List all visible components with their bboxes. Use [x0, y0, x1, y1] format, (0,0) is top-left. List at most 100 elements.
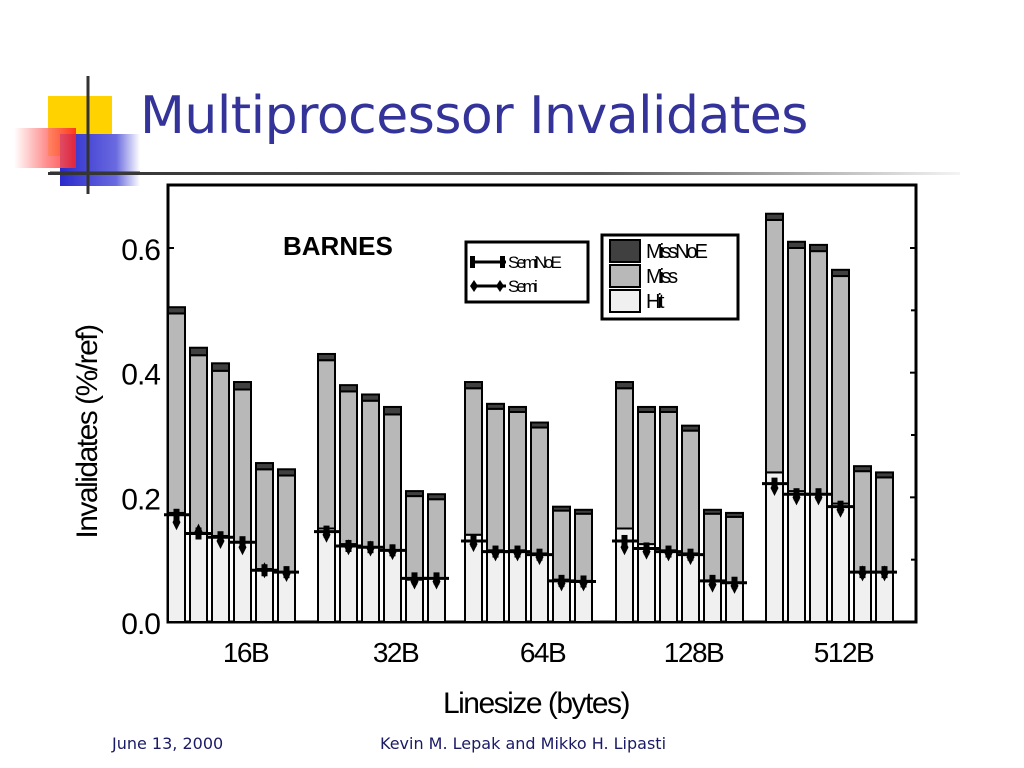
footer-date: June 13, 2000 — [112, 734, 224, 753]
marker-legend-cap-seminoe — [470, 256, 475, 268]
marker-legend-label-semi: Semi — [508, 277, 537, 296]
marker-semi — [686, 549, 695, 566]
y-tick-label: 0.0 — [121, 608, 160, 641]
marker-semi — [469, 536, 478, 553]
title-rule — [48, 172, 960, 175]
bar-hit — [831, 502, 850, 624]
bar-miss-noe — [809, 243, 828, 253]
bar-hit — [809, 493, 828, 624]
marker-semi — [322, 526, 331, 543]
bar-miss — [383, 413, 402, 552]
marker-legend-diamond-semi-2 — [496, 280, 504, 292]
bar-miss-noe — [787, 240, 806, 249]
bar-miss — [211, 369, 230, 537]
marker-semi — [664, 545, 673, 562]
bar-miss-noe — [853, 465, 872, 473]
x-tick-label: 32B — [373, 637, 419, 668]
bar-miss — [167, 312, 186, 514]
y-tick-label: 0.6 — [121, 234, 160, 267]
bar-miss — [875, 476, 894, 574]
marker-semi — [792, 489, 801, 506]
bar-miss — [615, 387, 634, 530]
bar-miss — [255, 468, 274, 571]
slide-title: Multiprocessor Invalidates — [140, 86, 808, 146]
x-tick-label: 512B — [814, 637, 874, 668]
bar-miss — [508, 410, 527, 552]
bar-miss-noe — [339, 384, 358, 393]
stack-legend-swatch — [609, 264, 641, 288]
bar-miss-noe — [405, 490, 424, 498]
bar-miss-noe — [167, 306, 186, 315]
y-tick-label: 0.2 — [121, 483, 160, 516]
y-tick-label: 0.4 — [121, 359, 160, 392]
bar-miss — [809, 250, 828, 496]
footer-authors: Kevin M. Lepak and Mikko H. Lipasti — [380, 734, 667, 753]
bar-miss — [552, 509, 571, 581]
bar-miss — [233, 388, 252, 544]
bar-miss-noe — [427, 493, 446, 501]
marker-semi — [282, 566, 291, 583]
marker-semi — [535, 549, 544, 566]
marker-semi — [557, 575, 566, 592]
marker-semi — [238, 539, 247, 556]
marker-legend-cap-seminoe-2 — [500, 256, 505, 268]
bar-miss — [530, 426, 549, 555]
bar-miss-noe — [725, 511, 744, 518]
marker-semi — [880, 565, 889, 582]
bar-miss-noe — [831, 268, 850, 278]
bar-miss-noe — [659, 405, 678, 413]
marker-semi — [708, 576, 717, 593]
bar-miss-noe — [486, 402, 505, 410]
marker-semi — [432, 573, 441, 590]
bar-miss — [831, 275, 850, 505]
bar-miss — [659, 410, 678, 552]
bar-hit — [787, 490, 806, 623]
marker-semi — [513, 545, 522, 562]
bar-miss — [486, 407, 505, 552]
bar-miss-noe — [615, 381, 634, 390]
bar-miss — [703, 512, 722, 583]
marker-semi — [642, 543, 651, 560]
marker-semi — [858, 565, 867, 582]
bar-miss — [361, 399, 380, 549]
bar-miss — [853, 470, 872, 574]
marker-semi — [836, 501, 845, 518]
marker-semi — [410, 573, 419, 590]
bar-miss-noe — [530, 421, 549, 429]
marker-semi — [344, 539, 353, 556]
marker-semi — [172, 514, 181, 531]
bar-miss — [317, 359, 336, 530]
bar-hit — [383, 549, 402, 623]
bar-miss-noe — [464, 381, 483, 390]
marker-semi — [770, 479, 779, 496]
bar-miss — [681, 429, 700, 555]
marker-legend-box — [464, 240, 590, 304]
stack-legend-label: MissNoE — [646, 241, 708, 263]
x-tick-label: 16B — [223, 637, 269, 668]
bar-miss-noe — [255, 462, 274, 471]
bar-miss-noe — [574, 508, 593, 515]
bar-miss-noe — [703, 508, 722, 515]
chart-annotation: BARNES — [283, 231, 393, 261]
bar-miss — [277, 474, 296, 574]
bar-miss-noe — [765, 212, 784, 221]
x-tick-label: 64B — [520, 637, 566, 668]
bar-miss — [427, 498, 446, 580]
stack-legend-label: Miss — [646, 266, 678, 288]
marker-semi — [814, 489, 823, 506]
marker-legend-label-seminoe: SemiNoE — [508, 253, 561, 272]
stack-legend-swatch — [609, 289, 641, 313]
bar-miss-noe — [681, 424, 700, 432]
bar-miss — [725, 515, 744, 584]
bar-miss-noe — [508, 405, 527, 413]
bar-miss — [339, 390, 358, 546]
bar-miss — [189, 354, 208, 534]
bar-miss — [405, 495, 424, 581]
bar-miss-noe — [637, 405, 656, 413]
marker-semi — [730, 577, 739, 594]
bar-hit — [339, 543, 358, 623]
marker-semi — [620, 539, 629, 556]
bar-miss — [637, 410, 656, 546]
bar-miss-noe — [277, 468, 296, 477]
